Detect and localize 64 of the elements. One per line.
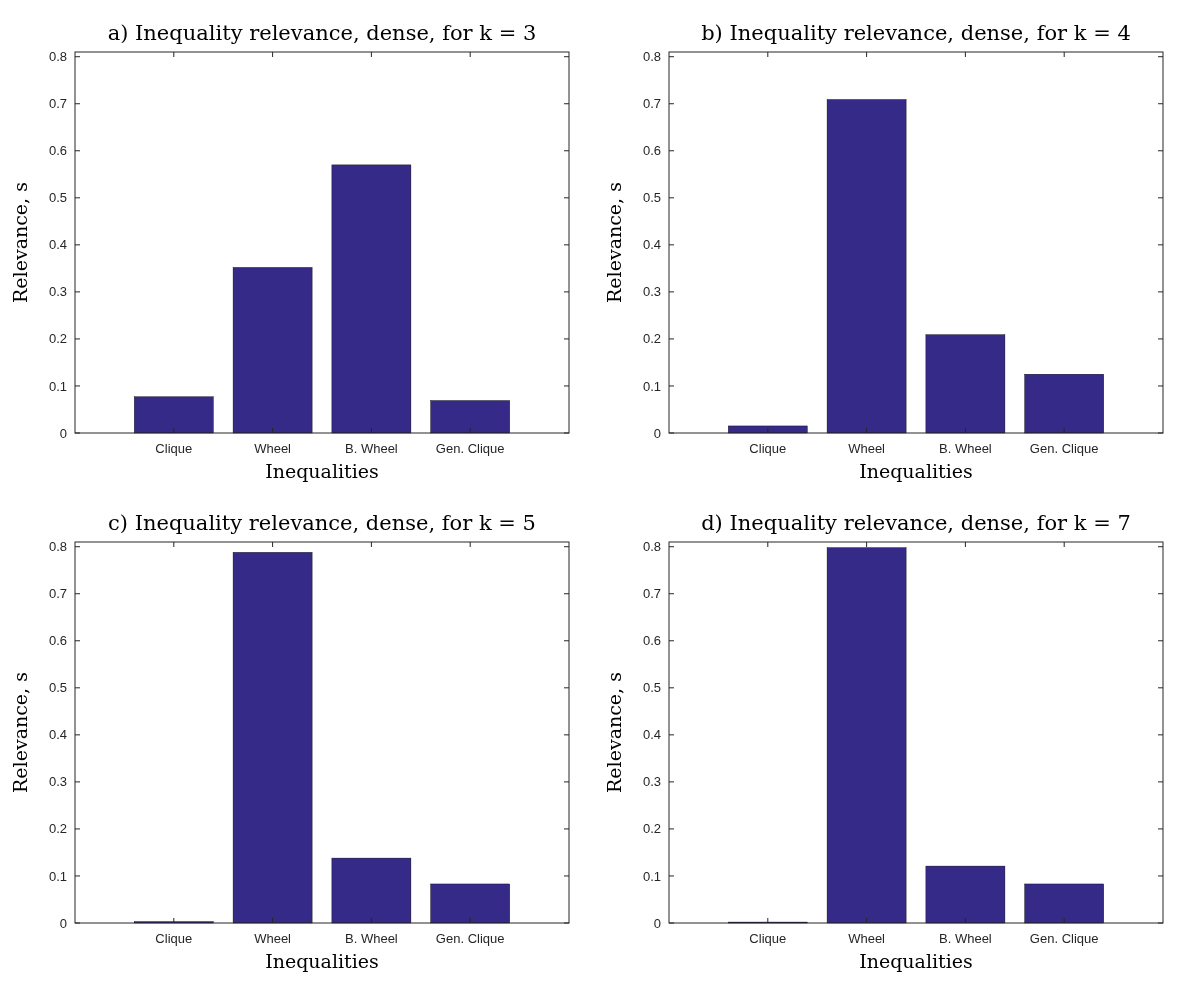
y-tick-label: 0.4 [48,237,67,253]
x-tick-label: Gen. Clique [1029,441,1099,456]
y-tick-label: 0.8 [48,539,67,555]
x-tick-label: B. Wheel [939,441,992,456]
y-tick-label: 0.3 [642,774,661,790]
y-tick-label: 0.5 [48,680,67,696]
y-tick-label: 0.5 [642,680,661,696]
x-tick-label: Clique [749,441,787,456]
x-tick-label: Wheel [848,441,886,456]
y-tick-label: 0.1 [642,868,661,884]
y-tick-label: 0.6 [642,633,661,649]
y-tick-label: 0.6 [48,143,67,159]
x-axis-title: Inequalities [859,460,973,482]
y-tick-label: 0.3 [642,284,661,300]
y-axis-title: Relevance, s [9,672,31,793]
y-tick-label: 0.7 [642,586,661,602]
y-tick-label: 0.2 [48,331,67,347]
y-tick-label: 0.3 [48,284,67,300]
x-axis-title: Inequalities [265,460,379,482]
y-tick-label: 0.1 [48,868,67,884]
y-tick-label: 0.7 [48,96,67,112]
chart-title: c) Inequality relevance, dense, for k = 5 [108,511,536,535]
y-tick-label: 0.4 [642,237,661,253]
y-tick-label: 0 [59,425,67,441]
x-tick-label: Gen. Clique [435,441,505,456]
y-tick-label: 0.5 [642,190,661,206]
x-tick-label: Clique [749,931,787,946]
x-tick-label: B. Wheel [939,931,992,946]
y-tick-label: 0 [59,915,67,931]
y-axis-title: Relevance, s [603,182,625,303]
x-tick-label: B. Wheel [345,931,398,946]
x-tick-label: Clique [155,931,193,946]
chart-title: a) Inequality relevance, dense, for k = 3 [107,21,537,45]
y-axis-title: Relevance, s [603,672,625,793]
y-tick-label: 0 [653,425,661,441]
y-tick-label: 0.3 [48,774,67,790]
y-tick-label: 0.6 [642,143,661,159]
y-tick-label: 0.2 [642,331,661,347]
x-axis-title: Inequalities [859,950,973,972]
y-tick-label: 0.8 [48,49,67,65]
chart-title: b) Inequality relevance, dense, for k = 4 [701,21,1131,45]
x-tick-label: Gen. Clique [435,931,505,946]
y-tick-label: 0.1 [48,378,67,394]
y-tick-label: 0.8 [642,49,661,65]
x-tick-label: Wheel [254,441,292,456]
y-tick-label: 0.7 [48,586,67,602]
y-tick-label: 0.7 [642,96,661,112]
x-tick-label: Wheel [848,931,886,946]
x-tick-label: Gen. Clique [1029,931,1099,946]
y-tick-label: 0.8 [642,539,661,555]
y-tick-label: 0.1 [642,378,661,394]
y-tick-label: 0.5 [48,190,67,206]
x-axis-title: Inequalities [265,950,379,972]
y-tick-label: 0.6 [48,633,67,649]
x-tick-label: B. Wheel [345,441,398,456]
x-tick-label: Clique [155,441,193,456]
y-axis-title: Relevance, s [9,182,31,303]
chart-title: d) Inequality relevance, dense, for k = 7 [701,511,1131,535]
y-tick-label: 0.4 [48,727,67,743]
y-tick-label: 0.2 [48,821,67,837]
y-tick-label: 0 [653,915,661,931]
x-tick-label: Wheel [254,931,292,946]
y-tick-label: 0.4 [642,727,661,743]
y-tick-label: 0.2 [642,821,661,837]
